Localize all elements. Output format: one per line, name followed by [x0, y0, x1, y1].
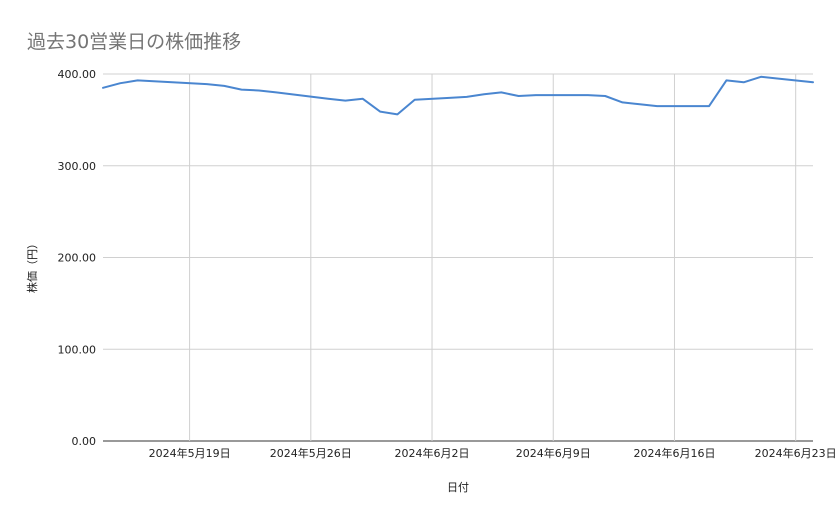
x-tick-label: 2024年6月2日: [395, 446, 470, 460]
x-tick-label: 2024年6月16日: [633, 446, 715, 460]
y-tick-label: 200.00: [58, 252, 97, 265]
y-tick-label: 0.00: [72, 435, 97, 448]
x-tick-label: 2024年5月19日: [149, 446, 231, 460]
y-tick-labels: 0.00 100.00 200.00 300.00 400.00: [58, 68, 97, 448]
x-gridlines: [189, 74, 797, 441]
y-tick-label: 400.00: [58, 68, 97, 81]
y-tick-label: 300.00: [58, 160, 97, 173]
y-axis-title: 株価（円）: [25, 238, 39, 293]
x-tick-label: 2024年6月23日: [755, 446, 837, 460]
y-tick-label: 100.00: [58, 343, 97, 356]
series-line: [102, 75, 814, 116]
x-tick-labels: 2024年5月19日 2024年5月26日 2024年6月2日 2024年6月9日 20…: [149, 446, 837, 460]
y-gridlines: [103, 73, 813, 442]
x-tick-label: 2024年5月26日: [270, 446, 352, 460]
chart-title: 過去30営業日の株価推移: [27, 31, 242, 53]
x-axis-title: 日付: [447, 481, 469, 494]
x-tick-label: 2024年6月9日: [516, 446, 591, 460]
